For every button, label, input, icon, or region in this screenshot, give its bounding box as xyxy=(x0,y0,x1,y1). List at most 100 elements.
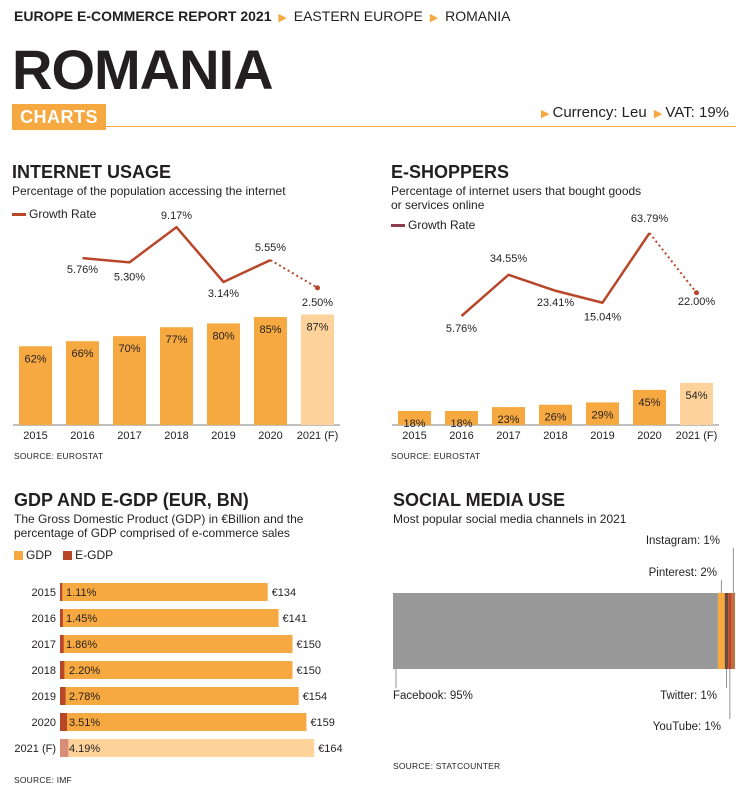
segment-facebook xyxy=(393,593,718,669)
gdp-bar xyxy=(60,661,293,679)
growth-legend-swatch xyxy=(391,224,405,228)
social-media-source: SOURCE: STATCOUNTER xyxy=(393,761,501,771)
egdp-value-label: 1.86% xyxy=(66,639,97,651)
growth-forecast-line xyxy=(648,232,698,294)
currency-label: Currency: Leu xyxy=(552,104,647,121)
bar-value-label: 26% xyxy=(544,412,566,424)
gdp-legend: GDP E-GDP xyxy=(14,548,113,562)
gdp-bar xyxy=(60,687,299,705)
growth-value-label: 5.76% xyxy=(67,264,98,276)
growth-legend-label: Growth Rate xyxy=(408,218,476,232)
egdp-bar xyxy=(60,687,66,705)
facebook-label: Facebook: 95% xyxy=(393,690,473,702)
segment-instagram xyxy=(731,593,735,669)
gdp-title: GDP AND E-GDP (EUR, BN) xyxy=(14,490,249,510)
growth-rate-line xyxy=(460,232,651,317)
egdp-value-label: 1.45% xyxy=(66,613,97,625)
gdp-value-label: €150 xyxy=(297,639,321,651)
growth-value-label: 2.50% xyxy=(302,297,333,309)
y-tick-label: 2015 xyxy=(32,587,56,599)
gdp-bar xyxy=(60,739,315,757)
x-tick-label: 2021 (F) xyxy=(676,430,718,442)
y-tick-label: 2016 xyxy=(32,613,56,625)
egdp-bar xyxy=(60,713,68,731)
bar xyxy=(445,410,478,425)
egdp-bar xyxy=(60,583,63,601)
e-shoppers-source: SOURCE: EUROSTAT xyxy=(391,451,481,461)
vat-label: VAT: 19% xyxy=(665,104,729,121)
internet-usage-subtitle: Percentage of the population accessing t… xyxy=(12,184,286,198)
x-tick-label: 2019 xyxy=(211,430,235,442)
x-tick-label: 2015 xyxy=(23,430,47,442)
e-shoppers-legend: Growth Rate xyxy=(391,218,475,232)
breadcrumb-arrow-icon: ▶ xyxy=(278,12,287,24)
arrow-icon: ▶ xyxy=(653,108,663,120)
bar xyxy=(539,404,572,425)
growth-value-label: 15.04% xyxy=(584,312,622,324)
growth-value-label: 23.41% xyxy=(537,297,575,309)
bar-value-label: 62% xyxy=(24,353,46,365)
bar xyxy=(633,389,666,425)
instagram-label: Instagram: 1% xyxy=(646,535,720,547)
gdp-value-label: €134 xyxy=(272,587,296,599)
egdp-legend-label: E-GDP xyxy=(75,548,114,562)
bar xyxy=(113,336,146,425)
x-tick-label: 2016 xyxy=(449,430,473,442)
bar-value-label: 77% xyxy=(165,334,187,346)
growth-legend-label: Growth Rate xyxy=(29,207,97,221)
gdp-value-label: €159 xyxy=(310,717,334,729)
bar-value-label: 87% xyxy=(306,322,328,334)
gdp-bar xyxy=(60,635,293,653)
y-tick-label: 2020 xyxy=(32,717,56,729)
gdp-source: SOURCE: IMF xyxy=(14,775,72,785)
growth-value-label: 22.00% xyxy=(678,296,716,308)
e-shoppers-title: E-SHOPPERS xyxy=(391,162,510,182)
x-tick-label: 2020 xyxy=(258,430,282,442)
breadcrumb: EUROPE E-COMMERCE REPORT 2021 ▶ EASTERN … xyxy=(14,8,510,24)
breadcrumb-country: ROMANIA xyxy=(445,8,511,24)
bar-value-label: 23% xyxy=(497,414,519,426)
gdp-bar xyxy=(60,583,268,601)
growth-forecast-line xyxy=(269,259,319,289)
breadcrumb-arrow-icon: ▶ xyxy=(429,12,439,24)
growth-forecast-point xyxy=(694,290,699,296)
x-tick-label: 2021 (F) xyxy=(297,430,339,442)
internet-usage-source: SOURCE: EUROSTAT xyxy=(14,451,104,461)
bar-value-label: 29% xyxy=(591,409,613,421)
egdp-value-label: 3.51% xyxy=(69,717,100,729)
x-tick-label: 2015 xyxy=(402,430,426,442)
growth-value-label: 5.30% xyxy=(114,271,145,283)
bar xyxy=(398,410,431,425)
internet-usage-title: INTERNET USAGE xyxy=(12,162,172,182)
bar xyxy=(19,346,52,425)
gdp-value-label: €154 xyxy=(303,691,327,703)
x-tick-label: 2018 xyxy=(543,430,567,442)
bar-value-label: 18% xyxy=(403,418,425,430)
bar xyxy=(680,382,713,425)
bar-value-label: 18% xyxy=(450,418,472,430)
bar xyxy=(301,314,334,425)
x-tick-label: 2017 xyxy=(117,430,141,442)
bar xyxy=(254,317,287,425)
egdp-value-label: 2.78% xyxy=(69,691,100,703)
bar-value-label: 45% xyxy=(638,397,660,409)
x-tick-label: 2020 xyxy=(637,430,661,442)
breadcrumb-region: EASTERN EUROPE xyxy=(293,8,423,24)
gdp-subtitle-2: percentage of GDP comprised of e-commerc… xyxy=(14,526,290,540)
bar xyxy=(160,327,193,425)
growth-value-label: 5.55% xyxy=(255,242,286,254)
egdp-bar xyxy=(60,739,69,757)
growth-value-label: 3.14% xyxy=(208,288,239,300)
gdp-bar xyxy=(60,609,279,627)
growth-value-label: 5.76% xyxy=(446,323,477,335)
report-title: EUROPE E-COMMERCE REPORT 2021 xyxy=(14,8,272,24)
segment-twitter xyxy=(724,593,729,669)
egdp-legend-swatch xyxy=(63,551,73,561)
y-tick-label: 2018 xyxy=(32,665,56,677)
egdp-bar xyxy=(60,609,63,627)
growth-value-label: 9.17% xyxy=(161,210,192,222)
gdp-value-label: €150 xyxy=(297,665,321,677)
egdp-value-label: 2.20% xyxy=(69,665,100,677)
bar-value-label: 85% xyxy=(259,324,281,336)
